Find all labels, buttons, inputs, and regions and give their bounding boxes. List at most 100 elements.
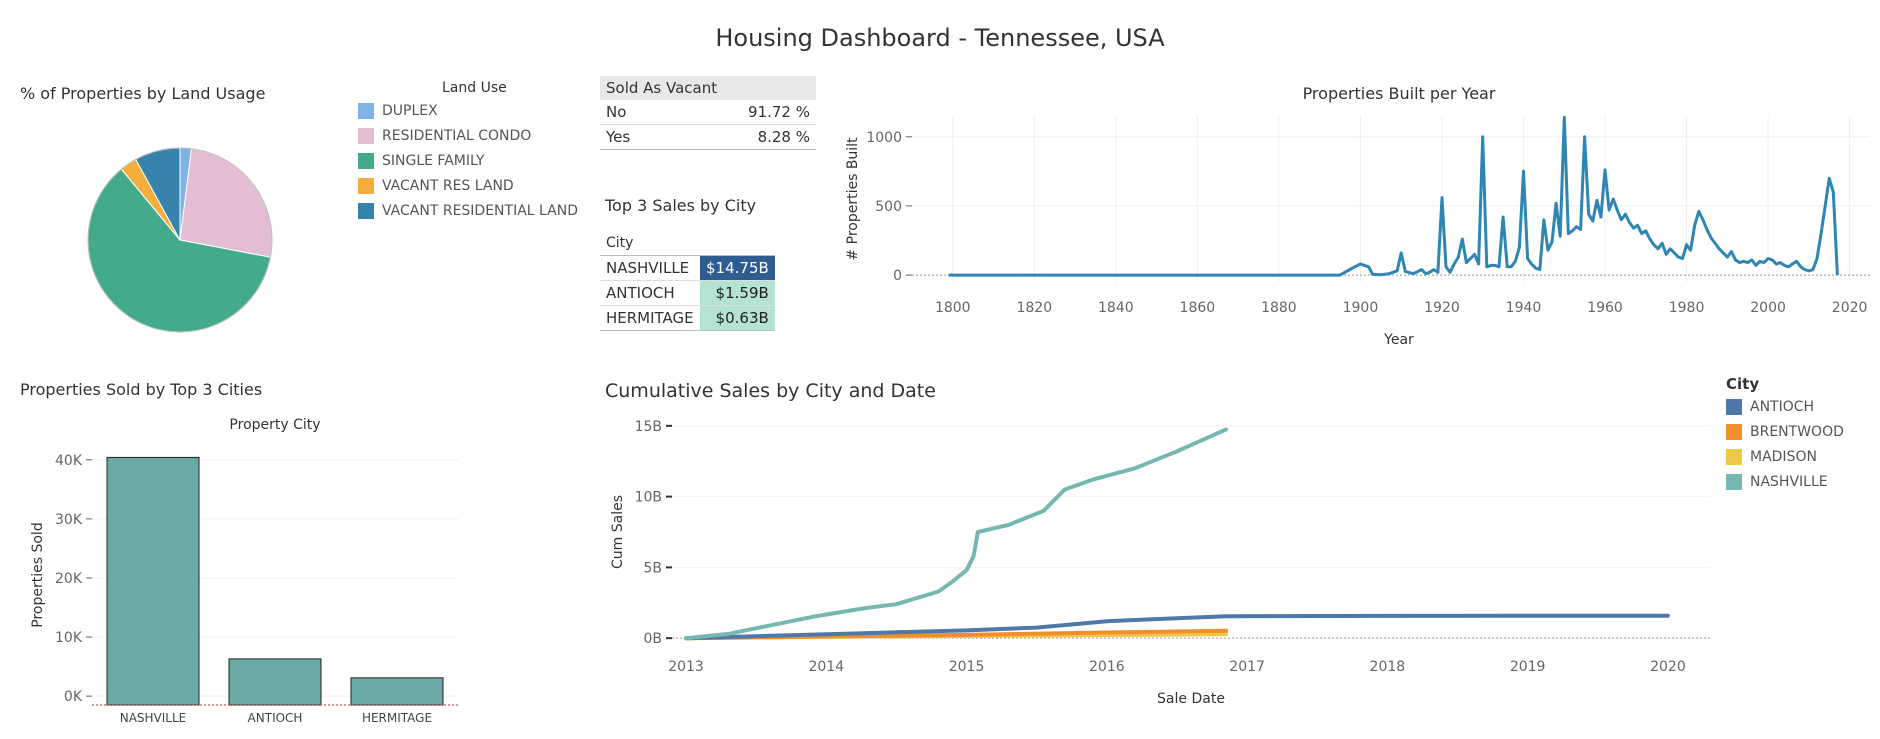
pie-chart-title: % of Properties by Land Usage [20, 84, 266, 103]
x-tick-label: 2013 [668, 659, 704, 675]
top-sales-column-header: City [600, 231, 700, 256]
legend-item: VACANT RES LAND [358, 173, 578, 198]
y-tick-label: 500 [875, 199, 902, 215]
legend-swatch [358, 177, 374, 194]
land-use-legend-title: Land Use [442, 80, 507, 96]
bar-chart-title: Properties Sold by Top 3 Cities [20, 380, 263, 399]
top-sales-table: City NASHVILLE $14.75B ANTIOCH $1.59B HE… [600, 231, 775, 331]
vacant-row-value: 91.72 % [748, 103, 810, 121]
y-tick-label: 10K [55, 630, 83, 646]
legend-label: ANTIOCH [1750, 398, 1815, 415]
top-sales-value: $1.59B [700, 280, 775, 306]
legend-label: DUPLEX [382, 102, 438, 119]
x-tick-label: 2019 [1510, 659, 1546, 675]
y-tick-label: 0K [64, 689, 83, 705]
legend-swatch [1726, 423, 1742, 440]
sold-as-vacant-table: Sold As Vacant No 91.72 % Yes 8.28 % [600, 76, 816, 150]
table-row: No 91.72 % [600, 100, 816, 125]
x-tick-label: 1940 [1506, 300, 1542, 316]
cumulative-sales-line-chart: 0B 5B 10B 15B 2013 2014 2015 2016 2017 2018 2019 20… [610, 419, 1710, 707]
legend-label: SINGLE FAMILY [382, 152, 485, 169]
x-tick-label: ANTIOCH [248, 711, 303, 725]
y-tick-label: 10B [635, 490, 662, 506]
y-tick-label: 40K [55, 453, 83, 469]
pie-outline [87, 147, 273, 333]
cum-sales-title: Cumulative Sales by City and Date [605, 380, 936, 402]
legend-swatch [1726, 473, 1742, 490]
x-tick-label: 1880 [1261, 300, 1297, 316]
x-tick-label: 1980 [1669, 300, 1705, 316]
land-usage-pie-chart [87, 147, 273, 333]
top-sales-value: $14.75B [700, 255, 775, 281]
table-row: Yes 8.28 % [600, 125, 816, 150]
x-tick-label: 2000 [1750, 300, 1786, 316]
sold-as-vacant-header: Sold As Vacant [606, 79, 718, 97]
y-axis-label: Properties Sold [30, 522, 46, 627]
x-tick-label: 1900 [1343, 300, 1379, 316]
x-tick-label: 2020 [1650, 659, 1686, 675]
x-axis-label: Sale Date [1157, 691, 1225, 707]
x-axis-label: Year [1383, 332, 1414, 348]
legend-label: MADISON [1750, 448, 1817, 465]
city-legend: ANTIOCH BRENTWOOD MADISON NASHVILLE [1726, 394, 1844, 494]
vacant-row-value: 8.28 % [757, 128, 810, 146]
y-axis-label: Cum Sales [610, 495, 626, 569]
x-tick-label: 1960 [1587, 300, 1623, 316]
x-tick-label: 2016 [1089, 659, 1125, 675]
x-tick-label: 1920 [1424, 300, 1460, 316]
legend-item: SINGLE FAMILY [358, 148, 578, 173]
y-tick-label: 15B [635, 419, 662, 435]
series-line-antioch [684, 613, 1670, 641]
vacant-row-label: Yes [606, 128, 631, 146]
legend-swatch [358, 102, 374, 119]
series-line-nashville [684, 427, 1229, 641]
x-tick-label: 2020 [1832, 300, 1868, 316]
series-line [948, 115, 1839, 277]
legend-item: DUPLEX [358, 98, 578, 123]
x-tick-label: NASHVILLE [120, 711, 187, 725]
bar-x-axis-title: Property City [229, 417, 320, 433]
sold-as-vacant-header-row: Sold As Vacant [600, 76, 816, 100]
x-tick-label: 2014 [808, 659, 844, 675]
table-row: NASHVILLE $14.75B [600, 255, 775, 281]
top-sales-city: ANTIOCH [606, 284, 675, 302]
top-sales-value: $0.63B [700, 305, 775, 331]
x-tick-label: 1820 [1016, 300, 1052, 316]
legend-item: ANTIOCH [1726, 394, 1844, 419]
bar [106, 456, 200, 706]
table-row: ANTIOCH $1.59B [600, 280, 775, 306]
table-row: HERMITAGE $0.63B [600, 305, 775, 331]
bar [228, 658, 322, 706]
x-tick-label: 2018 [1370, 659, 1406, 675]
y-tick-label: 1000 [866, 130, 902, 146]
legend-label: NASHVILLE [1750, 473, 1828, 490]
legend-item: VACANT RESIDENTIAL LAND [358, 198, 578, 223]
x-tick-label: HERMITAGE [362, 711, 432, 725]
vacant-row-label: No [606, 103, 627, 121]
legend-item: MADISON [1726, 444, 1844, 469]
dashboard-title: Housing Dashboard - Tennessee, USA [715, 24, 1165, 52]
legend-item: NASHVILLE [1726, 469, 1844, 494]
y-tick-label: 0 [893, 268, 902, 284]
legend-item: RESIDENTIAL CONDO [358, 123, 578, 148]
x-tick-label: 2015 [949, 659, 985, 675]
top-sales-city: HERMITAGE [606, 309, 694, 327]
legend-label: VACANT RES LAND [382, 177, 514, 194]
y-tick-label: 20K [55, 571, 83, 587]
legend-item: BRENTWOOD [1726, 419, 1844, 444]
legend-swatch [358, 152, 374, 169]
legend-label: BRENTWOOD [1750, 423, 1844, 440]
legend-swatch [358, 127, 374, 144]
legend-label: RESIDENTIAL CONDO [382, 127, 532, 144]
land-use-legend: DUPLEX RESIDENTIAL CONDO SINGLE FAMILY VACA… [358, 98, 578, 223]
legend-swatch [1726, 448, 1742, 465]
legend-swatch [1726, 398, 1742, 415]
legend-swatch [358, 202, 374, 219]
city-legend-title: City [1726, 375, 1760, 393]
x-tick-label: 1840 [1098, 300, 1134, 316]
properties-sold-bar-chart: Property City 0K 10K 20K 30K 40K Properties So… [30, 417, 458, 725]
top-sales-column-header-row: City [600, 231, 775, 256]
bar [350, 677, 444, 706]
pie-slice [179, 148, 273, 258]
top-sales-title: Top 3 Sales by City [605, 196, 757, 215]
